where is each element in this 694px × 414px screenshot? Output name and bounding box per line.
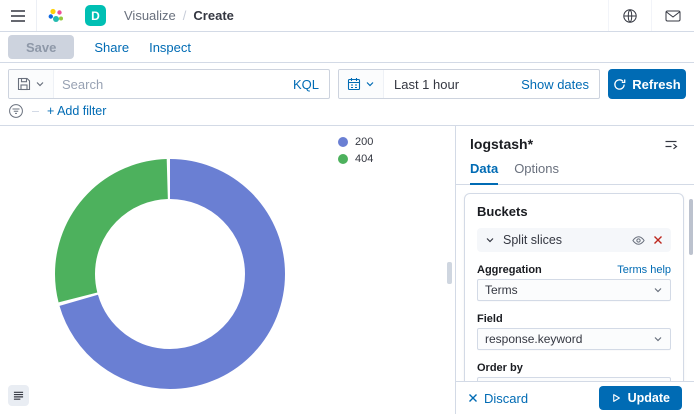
toggle-visibility-button[interactable]	[632, 234, 645, 247]
legend-dot	[338, 154, 348, 164]
elastic-logo[interactable]	[37, 7, 75, 25]
aggregation-value: Terms	[485, 283, 518, 297]
search-bar-group: KQL	[8, 69, 330, 99]
remove-bucket-button[interactable]	[653, 235, 663, 245]
refresh-button[interactable]: Refresh	[608, 69, 686, 99]
buckets-card: Buckets Split slices	[464, 193, 684, 381]
save-query-icon	[17, 77, 31, 91]
space-avatar[interactable]: D	[85, 5, 106, 26]
panel-scrollbar[interactable]	[689, 199, 693, 255]
chevron-down-icon	[653, 334, 663, 344]
header-divider	[36, 0, 37, 31]
query-language-button[interactable]: KQL	[292, 76, 319, 92]
app-header: D Visualize / Create	[0, 0, 694, 32]
date-quick-menu-button[interactable]	[339, 70, 384, 98]
inspect-button[interactable]: Inspect	[149, 39, 191, 55]
update-label: Update	[627, 391, 670, 405]
vis-editor-panel: logstash* Data Options Buckets Split sli…	[455, 126, 694, 414]
chevron-down-icon	[485, 235, 495, 245]
terms-help-link[interactable]: Terms help	[617, 264, 671, 276]
chart-legend: 200 404	[338, 136, 373, 165]
list-icon	[13, 390, 24, 401]
field-value: response.keyword	[485, 332, 583, 346]
index-pattern-title: logstash*	[470, 136, 534, 152]
breadcrumb-create: Create	[193, 8, 234, 23]
time-range-value[interactable]: Last 1 hour	[394, 76, 460, 92]
refresh-label: Refresh	[632, 76, 681, 92]
editor-footer: Discard Update	[456, 381, 694, 414]
legend-dot	[338, 137, 348, 147]
filter-options-button[interactable]	[8, 103, 24, 119]
envelope-icon	[665, 9, 681, 23]
main-content: 200 404 logstash*	[0, 126, 694, 414]
help-button[interactable]	[608, 0, 651, 31]
chevron-down-icon	[35, 79, 45, 89]
hamburger-icon	[10, 9, 26, 23]
legend-item-200[interactable]: 200	[338, 136, 373, 148]
help-globe-icon	[622, 8, 638, 24]
legend-label: 200	[355, 136, 374, 148]
legend-label: 404	[355, 153, 374, 165]
save-button[interactable]: Save	[8, 35, 75, 59]
menu-button[interactable]	[0, 0, 36, 31]
donut-slice[interactable]	[55, 159, 285, 389]
discard-label: Discard	[484, 390, 529, 406]
editor-tabs: Data Options	[456, 155, 694, 185]
legend-item-404[interactable]: 404	[338, 153, 373, 165]
refresh-icon	[613, 78, 626, 91]
field-select[interactable]: response.keyword	[477, 328, 671, 350]
donut-chart	[55, 159, 285, 389]
visualize-toolbar: Save Share Inspect	[0, 32, 694, 63]
breadcrumb-separator: /	[182, 8, 187, 23]
collapse-panel-button[interactable]	[662, 135, 680, 153]
aggregation-label: Aggregation	[477, 264, 542, 276]
tab-options[interactable]: Options	[514, 161, 559, 176]
breadcrumb-visualize[interactable]: Visualize	[124, 8, 176, 23]
filter-bar: + Add filter	[8, 101, 686, 121]
close-icon	[468, 393, 478, 403]
aggregation-select[interactable]: Terms	[477, 279, 671, 301]
newsfeed-button[interactable]	[651, 0, 694, 31]
chevron-down-icon	[365, 79, 375, 89]
discard-button[interactable]: Discard	[468, 391, 528, 406]
breadcrumb: Visualize / Create	[124, 8, 234, 23]
split-slices-accordion[interactable]: Split slices	[477, 228, 671, 252]
date-picker-group: Last 1 hour Show dates	[338, 69, 600, 99]
panel-resize-handle[interactable]	[447, 262, 452, 284]
share-button[interactable]: Share	[94, 39, 130, 55]
filter-bar-divider	[32, 110, 39, 112]
order-by-label: Order by	[477, 362, 523, 374]
show-dates-button[interactable]: Show dates	[521, 76, 589, 92]
order-by-select[interactable]: Metric: Count	[477, 377, 671, 381]
bucket-label: Split slices	[503, 233, 563, 247]
add-filter-button[interactable]: + Add filter	[47, 104, 107, 118]
update-button[interactable]: Update	[598, 386, 682, 410]
visualization-area: 200 404	[0, 126, 455, 414]
donut-slice[interactable]	[55, 159, 285, 389]
legend-toggle-button[interactable]	[8, 385, 29, 406]
tab-data[interactable]: Data	[470, 155, 499, 185]
play-icon	[611, 393, 621, 403]
saved-query-menu-button[interactable]	[9, 70, 54, 98]
search-input[interactable]	[54, 70, 283, 98]
chevron-down-icon	[653, 285, 663, 295]
query-filter-bar: KQL Last 1 hour Show dates	[0, 63, 694, 126]
editor-panel-content: Buckets Split slices	[456, 185, 694, 381]
field-label: Field	[477, 313, 503, 325]
buckets-heading: Buckets	[477, 204, 528, 219]
calendar-icon	[347, 77, 361, 91]
